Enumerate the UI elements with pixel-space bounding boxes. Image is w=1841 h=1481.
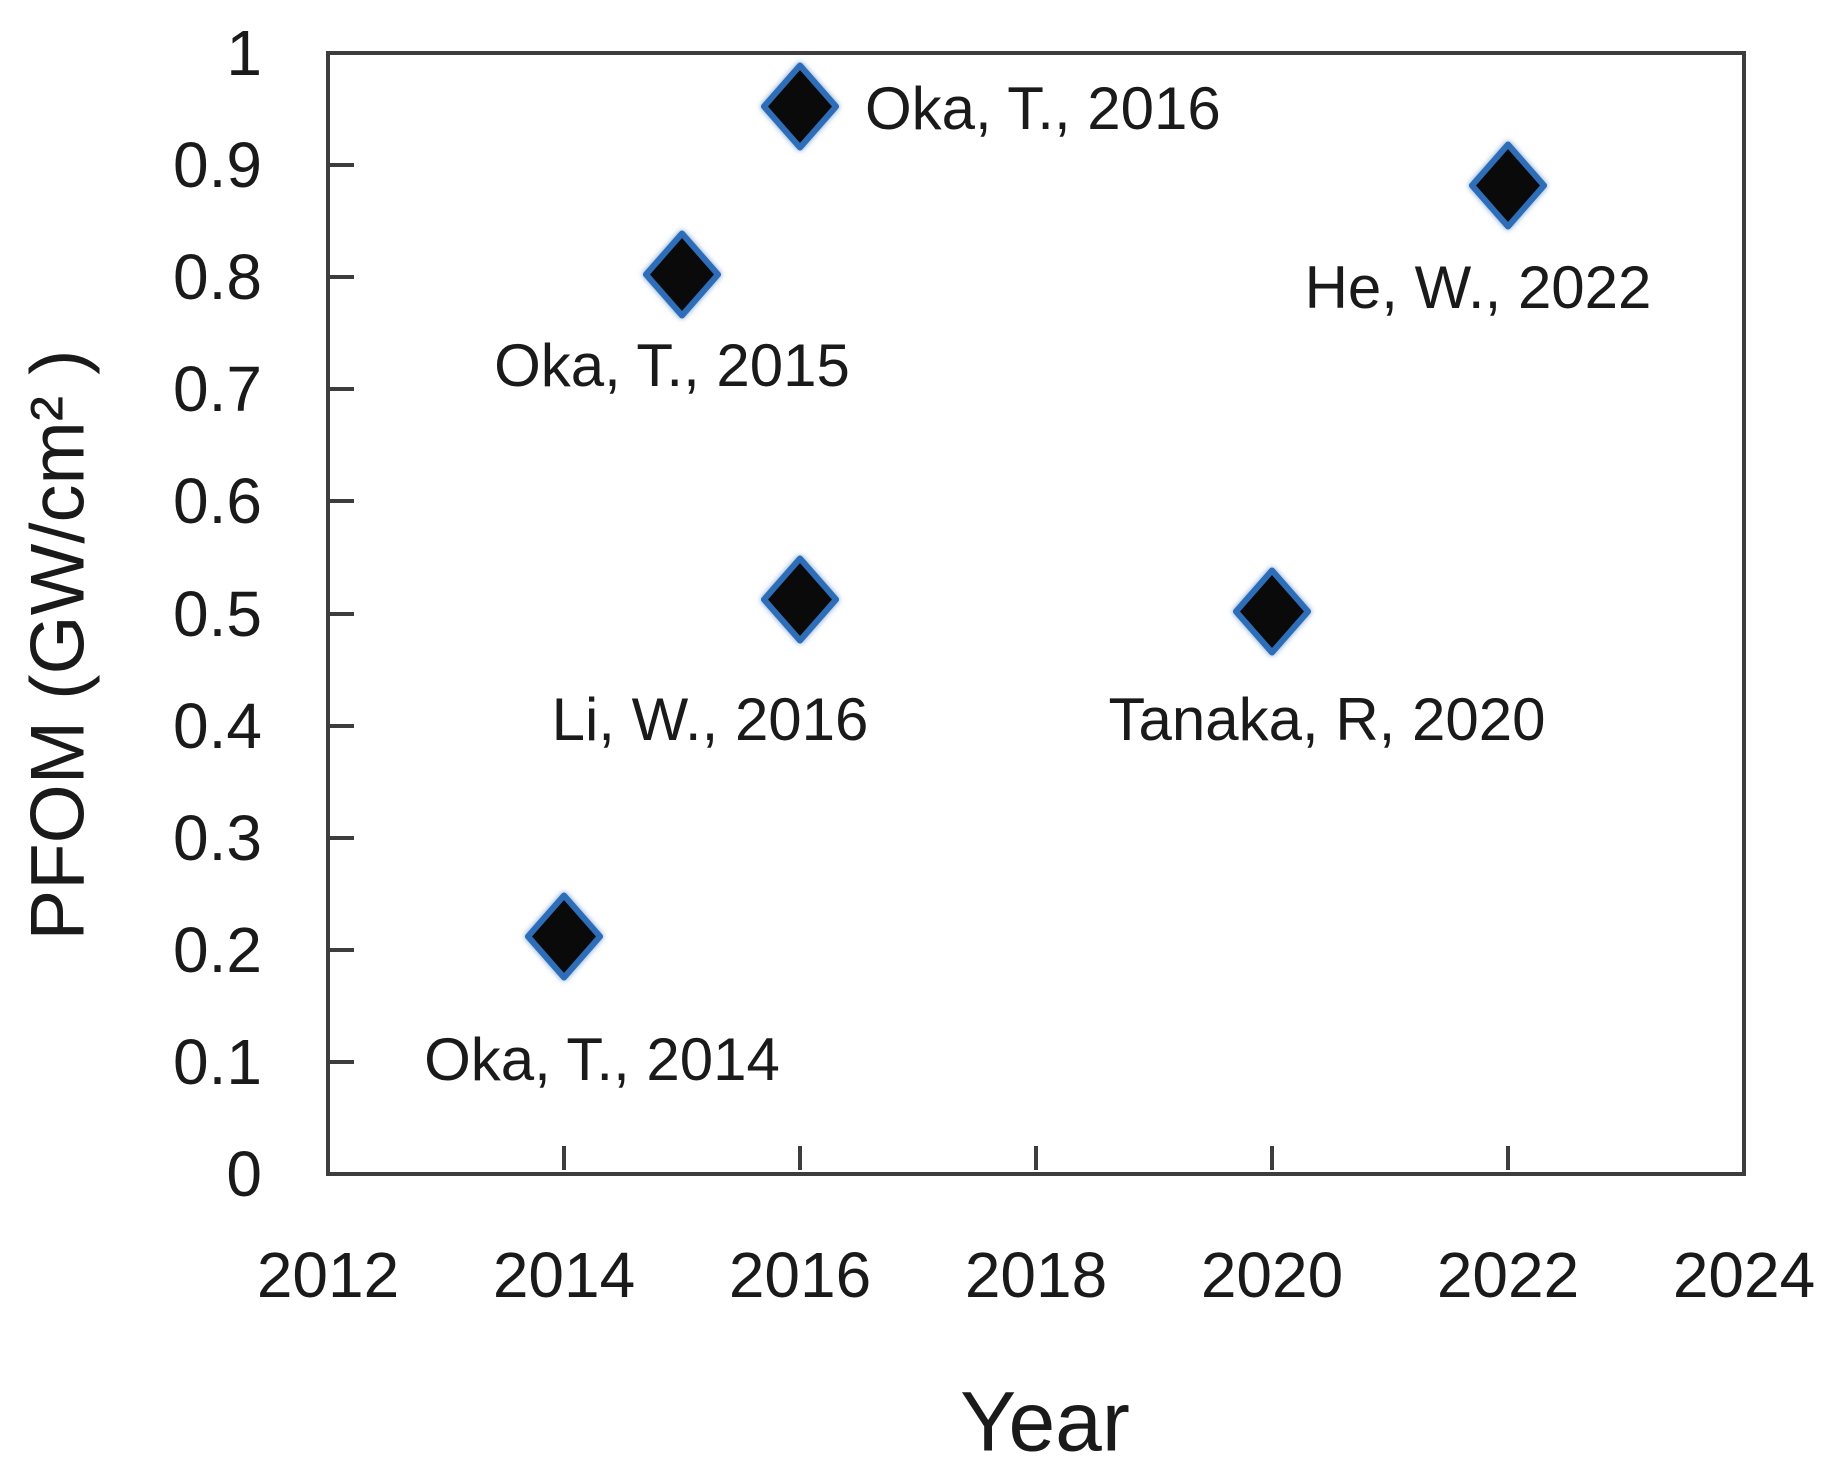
- scatter-point-label: Li, W., 2016: [551, 686, 869, 754]
- y-axis-tick-label: 0.7: [173, 353, 262, 426]
- y-axis-tick-label: 0.2: [173, 913, 262, 986]
- scatter-point-diamond: [1462, 137, 1554, 238]
- x-axis-tick-mark: [1034, 1146, 1038, 1170]
- y-axis-tick-label: 0.4: [173, 689, 262, 762]
- y-axis-tick-label: 0.3: [173, 801, 262, 874]
- x-axis-tick-mark: [562, 1146, 566, 1170]
- plot-area: [326, 51, 1746, 1176]
- y-axis-tick-label: 0: [226, 1138, 262, 1210]
- y-axis-tick-label: 0.9: [173, 129, 262, 202]
- scatter-point-diamond: [754, 552, 846, 653]
- y-axis-tick-mark: [330, 947, 354, 952]
- y-axis-tick-mark: [330, 723, 354, 728]
- y-axis-tick-label: 0.5: [173, 577, 262, 650]
- scatter-point-label: Tanaka, R, 2020: [1108, 685, 1546, 753]
- scatter-point-label: Oka, T., 2016: [865, 75, 1221, 143]
- scatter-point-diamond: [754, 59, 846, 160]
- y-axis-tick-mark: [330, 275, 354, 280]
- x-axis-tick-mark: [1506, 1146, 1510, 1170]
- x-axis-tick-mark: [798, 1146, 802, 1170]
- x-axis-tick-label: 2018: [964, 1239, 1108, 1311]
- y-axis-tick-mark: [330, 1059, 354, 1064]
- y-axis-tick-mark: [330, 835, 354, 840]
- scatter-point-diamond: [636, 227, 728, 328]
- y-axis-tick-label: 1: [226, 17, 262, 89]
- scatter-point-label: Oka, T., 2015: [494, 332, 850, 400]
- scatter-point-label: He, W., 2022: [1304, 253, 1652, 321]
- scatter-point-diamond: [518, 888, 610, 989]
- x-axis-tick-label: 2016: [728, 1239, 872, 1311]
- x-axis-tick-label: 2020: [1200, 1239, 1344, 1311]
- scatter-point-label: Oka, T., 2014: [424, 1025, 780, 1093]
- y-axis-tick-label: 0.8: [173, 241, 262, 314]
- y-axis-tick-mark: [330, 611, 354, 616]
- x-axis-tick-label: 2022: [1436, 1239, 1580, 1311]
- y-axis-tick-label: 0.6: [173, 465, 262, 538]
- x-axis-tick-label: 2014: [492, 1239, 636, 1311]
- y-axis-tick-mark: [330, 499, 354, 504]
- y-axis-tick-mark: [330, 163, 354, 168]
- x-axis-tick-label: 2024: [1672, 1239, 1816, 1311]
- y-axis-tick-label: 0.1: [173, 1025, 262, 1098]
- x-axis-title: Year: [960, 1374, 1130, 1469]
- scatter-point-diamond: [1226, 563, 1318, 664]
- y-axis-tick-mark: [330, 387, 354, 392]
- x-axis-tick-mark: [1270, 1146, 1274, 1170]
- x-axis-tick-label: 2012: [256, 1239, 400, 1311]
